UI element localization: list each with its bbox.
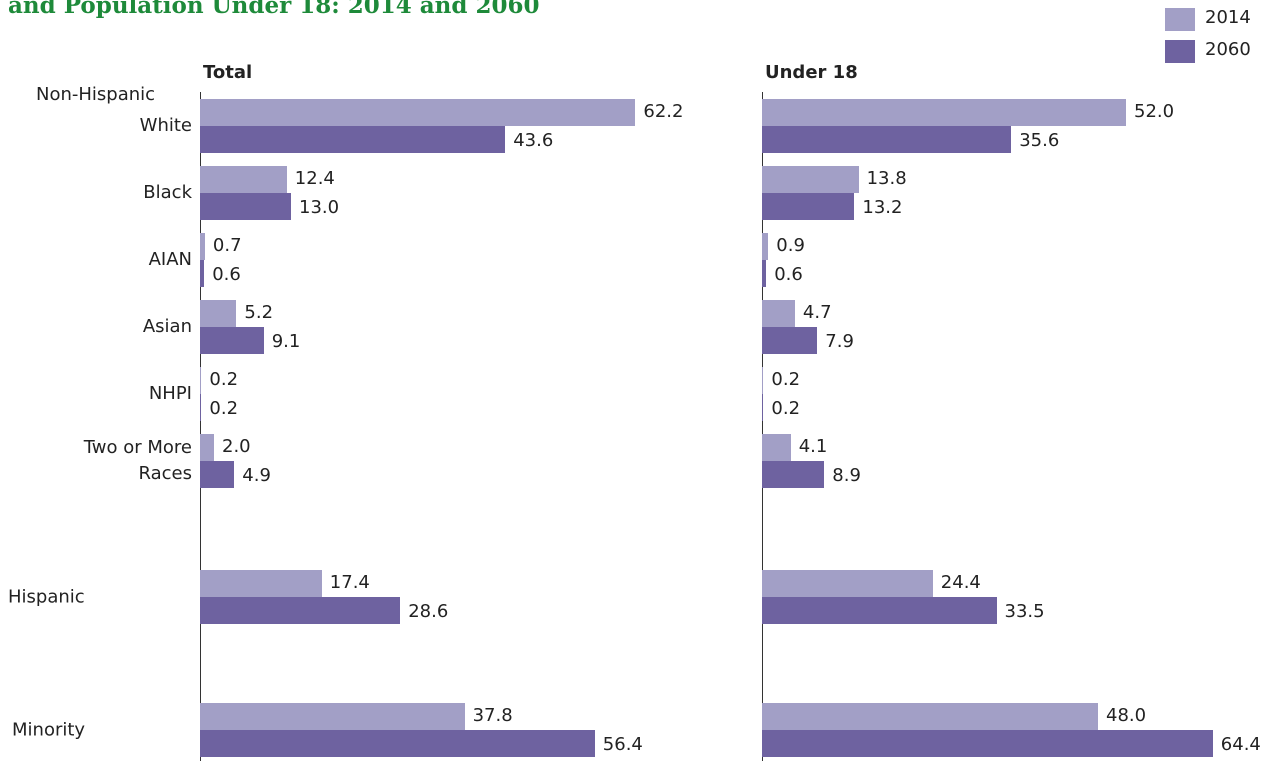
value-label: 4.9 bbox=[242, 465, 271, 486]
axis-line bbox=[200, 92, 201, 761]
bar bbox=[762, 434, 791, 461]
bar bbox=[200, 461, 235, 488]
bar bbox=[762, 193, 855, 220]
value-label: 0.9 bbox=[776, 235, 805, 256]
value-label: 0.2 bbox=[771, 398, 801, 419]
value-label: 12.4 bbox=[294, 168, 335, 189]
value-label: 43.6 bbox=[513, 130, 554, 151]
value-label: 5.2 bbox=[244, 302, 274, 323]
value-label: 8.9 bbox=[832, 465, 861, 486]
value-label: 28.6 bbox=[408, 601, 449, 622]
bar bbox=[200, 166, 287, 193]
bar bbox=[762, 703, 1098, 730]
value-label: 56.4 bbox=[602, 734, 643, 755]
bar bbox=[762, 126, 1012, 153]
axis-line bbox=[762, 92, 763, 761]
bar bbox=[762, 166, 859, 193]
value-label: 33.5 bbox=[1004, 601, 1045, 622]
value-label: 0.2 bbox=[209, 398, 239, 419]
group-label: Non-Hispanic bbox=[36, 84, 156, 105]
legend-label: 2060 bbox=[1205, 39, 1251, 60]
value-label: 37.8 bbox=[472, 705, 513, 726]
bar bbox=[762, 394, 764, 421]
bar bbox=[200, 260, 205, 287]
bar bbox=[200, 703, 465, 730]
bar bbox=[762, 570, 933, 597]
panel-title: Under 18 bbox=[765, 62, 858, 83]
value-label: 13.0 bbox=[299, 197, 340, 218]
legend-swatch bbox=[1165, 40, 1195, 63]
value-label: 0.2 bbox=[209, 369, 239, 390]
bar bbox=[200, 193, 291, 220]
bar bbox=[762, 327, 818, 354]
bar bbox=[200, 394, 202, 421]
value-label: 2.0 bbox=[222, 436, 251, 457]
value-label: 4.1 bbox=[798, 436, 828, 457]
value-label: 0.7 bbox=[212, 235, 242, 256]
bar bbox=[762, 461, 825, 488]
value-label: 13.2 bbox=[862, 197, 903, 218]
value-label: 7.9 bbox=[825, 331, 854, 352]
value-label: 52.0 bbox=[1134, 101, 1175, 122]
category-label: AIAN bbox=[148, 249, 192, 270]
category-label: Two or More Races bbox=[83, 437, 192, 484]
value-label: 13.8 bbox=[866, 168, 907, 189]
panel-title: Total bbox=[203, 62, 253, 83]
bar bbox=[762, 300, 795, 327]
category-label: Black bbox=[143, 182, 192, 203]
bar bbox=[762, 99, 1126, 126]
bar bbox=[200, 730, 595, 757]
value-label: 0.6 bbox=[774, 264, 803, 285]
bar bbox=[762, 260, 767, 287]
value-label: 9.1 bbox=[271, 331, 301, 352]
bar bbox=[200, 367, 202, 394]
category-label: White bbox=[139, 115, 192, 136]
bar bbox=[200, 597, 401, 624]
value-label: 17.4 bbox=[329, 572, 370, 593]
value-label: 0.6 bbox=[212, 264, 241, 285]
value-label: 64.4 bbox=[1220, 734, 1261, 755]
bar bbox=[762, 233, 769, 260]
bar bbox=[762, 597, 997, 624]
bar bbox=[200, 570, 322, 597]
bar bbox=[200, 434, 214, 461]
legend-label: 2014 bbox=[1205, 7, 1251, 28]
value-label: 62.2 bbox=[643, 101, 684, 122]
category-label: Minority bbox=[12, 719, 86, 741]
bar bbox=[200, 327, 264, 354]
value-label: 4.7 bbox=[802, 302, 832, 323]
bar bbox=[762, 367, 764, 394]
category-label: Asian bbox=[142, 316, 192, 337]
bar bbox=[200, 99, 636, 126]
legend-swatch bbox=[1165, 8, 1195, 31]
value-label: 35.6 bbox=[1019, 130, 1060, 151]
category-label: Hispanic bbox=[8, 586, 85, 608]
chart-title: and Population Under 18: 2014 and 2060 bbox=[8, 0, 540, 19]
bar bbox=[200, 233, 205, 260]
bar bbox=[200, 300, 237, 327]
value-label: 48.0 bbox=[1106, 705, 1147, 726]
value-label: 0.2 bbox=[771, 369, 801, 390]
category-label: NHPI bbox=[148, 383, 192, 404]
value-label: 24.4 bbox=[940, 572, 981, 593]
bar bbox=[762, 730, 1213, 757]
bar bbox=[200, 126, 506, 153]
